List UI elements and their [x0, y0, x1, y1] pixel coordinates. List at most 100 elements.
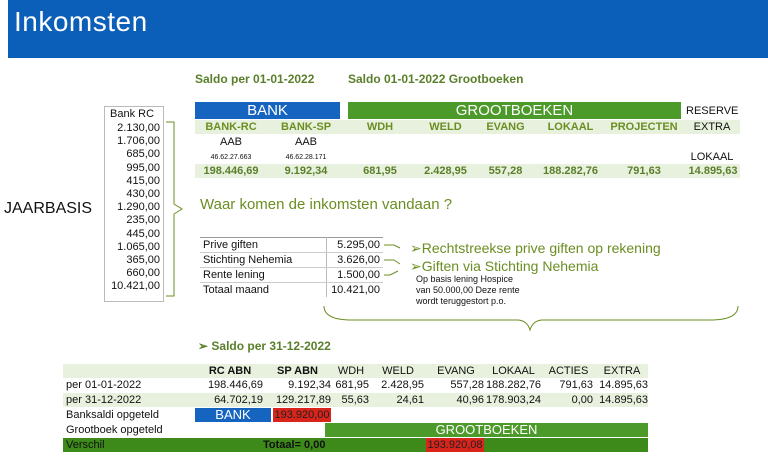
banksaldi-box: BANK [195, 408, 271, 422]
saldo-end-text: Saldo per 31-12-2022 [211, 339, 331, 353]
income-connector [384, 244, 401, 276]
income-rule [200, 267, 383, 268]
account-number-sp: 46.62.28.171 [285, 154, 327, 161]
income-value: 5.295,00 [337, 239, 380, 251]
val-wdh: 681,95 [363, 165, 397, 177]
column-header-band [195, 120, 740, 134]
saldo-start-heading: Saldo per 01-01-2022 [195, 72, 315, 86]
bank-rc-bracket [166, 121, 183, 297]
jaarbasis-label: JAARBASIS [4, 200, 93, 217]
grootboek-label: Grootboek opgeteld [66, 424, 163, 436]
row-value: 24,61 [396, 394, 424, 406]
col-extra: EXTRA [693, 121, 731, 133]
row-value: 188.282,76 [486, 379, 542, 391]
income-total-value: 10.421,00 [331, 284, 380, 296]
bank-rc-value: 1.290,00 [117, 201, 160, 214]
col-weld: WELD [429, 121, 462, 133]
bank-name-sp: AAB [294, 136, 317, 148]
row-label: per 01-01-2022 [66, 379, 142, 391]
val-bank-sp: 9.192,34 [284, 165, 328, 177]
bottom-col-rc: RC ABN [208, 365, 252, 377]
extra-sub-label: LOKAAL [690, 151, 734, 163]
row-band [63, 393, 648, 407]
row-value: 129.217,89 [275, 394, 331, 406]
bank-rc-value: 1.065,00 [117, 240, 160, 253]
row-value: 9.192,34 [288, 379, 331, 391]
grootboek-box: GROOTBOEKEN [325, 423, 648, 437]
row-value: 178.903,24 [486, 394, 542, 406]
verschil-band [63, 438, 648, 452]
bank-rc-value: 430,00 [126, 188, 160, 201]
bank-name-rc: AAB [219, 136, 242, 148]
bottom-col-evang: EVANG [437, 365, 475, 377]
bank-rc-value: 415,00 [126, 174, 160, 187]
row-value: 198.446,69 [207, 379, 263, 391]
row-value: 0,00 [571, 394, 593, 406]
reserve-title: RESERVE [686, 105, 739, 117]
col-bank-sp: BANK-SP [280, 121, 332, 133]
bottom-col-extra: EXTRA [603, 365, 641, 377]
row-value: 55,63 [341, 394, 369, 406]
row-label: per 31-12-2022 [66, 394, 142, 406]
note-prive: ➢Rechtstreekse prive giften op rekening [410, 240, 661, 256]
row-value: 2.428,95 [381, 379, 424, 391]
row-value: 14.895,63 [599, 379, 648, 391]
bank-rc-value: 365,00 [126, 254, 160, 267]
verschil-total: Totaal= 0,00 [263, 439, 326, 451]
question-heading: Waar komen de inkomsten vandaan ? [200, 196, 453, 213]
note-prive-text: Rechtstreekse prive giften op rekening [421, 240, 661, 256]
bank-rc-value: 995,00 [126, 161, 160, 174]
bottom-col-wdh: WDH [337, 365, 365, 377]
bank-rc-value: 445,00 [126, 227, 160, 240]
income-value: 1.500,00 [337, 269, 380, 281]
col-wdh: WDH [366, 121, 394, 133]
bottom-col-weld: WELD [382, 365, 414, 377]
bank-title-box: BANK [195, 102, 340, 119]
value-band [195, 164, 740, 178]
bank-rc-total: 10.421,00 [111, 280, 160, 293]
bank-rc-value: 2.130,00 [117, 122, 160, 134]
grootboek-value: 193.920,08 [426, 438, 484, 452]
income-value: 3.626,00 [337, 254, 380, 266]
saldo-end-heading: ➢ Saldo per 31-12-2022 [198, 339, 331, 353]
row-value: 791,63 [559, 379, 593, 391]
bank-rc-label: Bank RC [110, 108, 155, 120]
val-weld: 2.428,95 [424, 165, 467, 177]
row-value: 64.702,19 [214, 394, 263, 406]
loan-note-line: van 50.000,00 Deze rente [416, 285, 520, 295]
bank-rc-value: 235,00 [126, 214, 160, 227]
income-label: Stichting Nehemia [203, 254, 293, 266]
income-label: Prive giften [203, 239, 259, 251]
bank-rc-value: 660,00 [126, 267, 160, 280]
bank-rc-value: 685,00 [126, 148, 160, 161]
note-stichting-text: Giften via Stichting Nehemia [421, 258, 599, 274]
loan-note: Op basis lening Hospice van 50.000,00 De… [416, 274, 520, 307]
bank-rc-values: 2.130,00 1.706,00 685,00 995,00 415,00 4… [104, 122, 160, 294]
val-lokaal: 188.282,76 [542, 165, 599, 177]
bottom-col-acties: ACTIES [548, 365, 589, 377]
row-value: 14.895,63 [599, 394, 648, 406]
col-evang: EVANG [486, 121, 525, 133]
income-rule [200, 282, 383, 283]
bank-rc-value: 1.706,00 [117, 135, 160, 148]
income-rule [200, 252, 383, 253]
income-total-label: Totaal maand [203, 284, 270, 296]
summary-bracket [323, 305, 739, 332]
val-projecten: 791,63 [627, 165, 661, 177]
income-label: Rente lening [203, 269, 265, 281]
loan-note-line: wordt teruggestort p.o. [416, 296, 507, 306]
col-projecten: PROJECTEN [610, 121, 678, 133]
income-table [200, 237, 383, 298]
bank-rc-frame [104, 106, 164, 302]
bottom-col-sp: SP ABN [277, 365, 318, 377]
bottom-col-lokaal: LOKAAL [492, 365, 535, 377]
bottom-header-band [63, 364, 648, 378]
verschil-label: Verschil [66, 439, 105, 451]
banksaldi-value: 193.920,00 [273, 408, 331, 422]
header-bar [8, 0, 768, 58]
grootboeken-title-box: GROOTBOEKEN [348, 102, 681, 119]
saldo-grootboeken-heading: Saldo 01-01-2022 Grootboeken [348, 72, 524, 86]
banksaldi-label: Banksaldi opgeteld [66, 409, 159, 421]
loan-note-line: Op basis lening Hospice [416, 274, 514, 284]
col-bank-rc: BANK-RC [205, 121, 257, 133]
